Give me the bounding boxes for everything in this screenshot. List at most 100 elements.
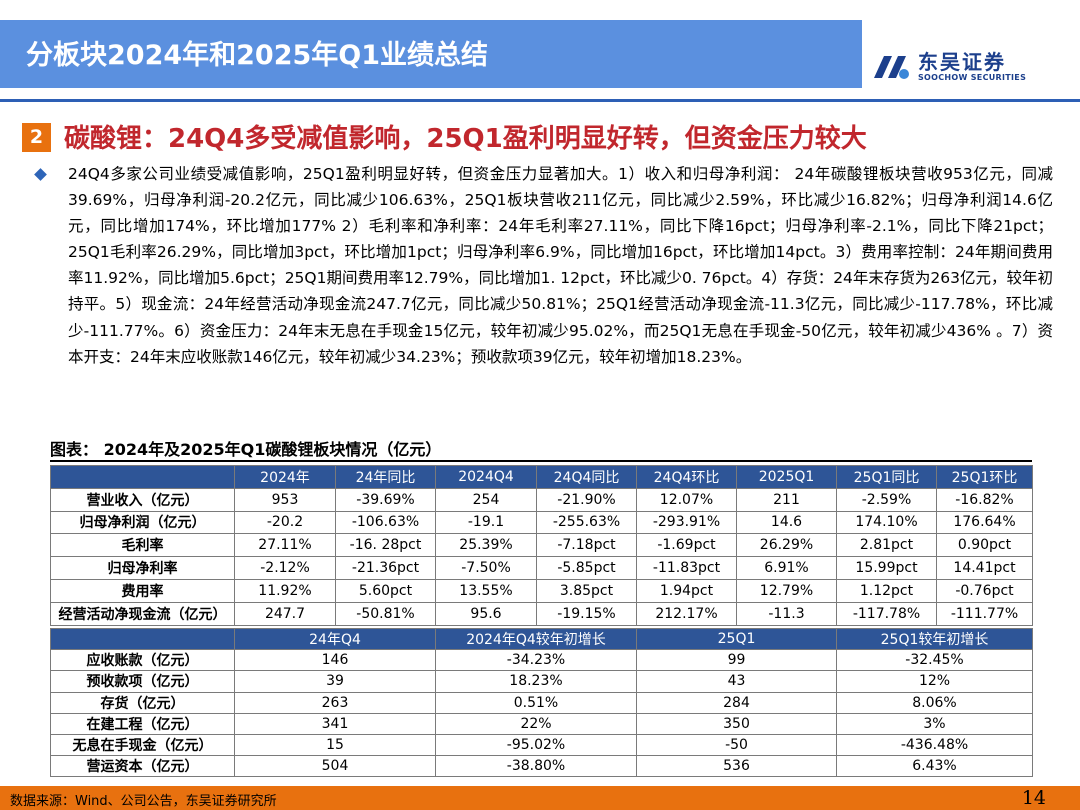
perf-header-row: 2024年 24年同比 2024Q4 24Q4同比 24Q4环比 2025Q1 25Q1同比… bbox=[50, 465, 1033, 489]
table-cell: 15.99pct bbox=[836, 556, 937, 580]
table-cell: -5.85pct bbox=[536, 556, 637, 580]
perf-header-cell bbox=[50, 465, 235, 489]
table-cell: 211 bbox=[736, 487, 837, 512]
table-cell: -95.02% bbox=[435, 733, 637, 757]
table-cell: 536 bbox=[636, 755, 837, 778]
summary-paragraph: 24Q4多家公司业绩受减值影响，25Q1盈利明显好转，但资金压力显著加大。1）收… bbox=[68, 161, 1053, 370]
table-cell: 1.94pct bbox=[636, 578, 737, 603]
table-cell: -19.15% bbox=[536, 601, 637, 626]
table-cell: 14.41pct bbox=[936, 556, 1033, 580]
table-cell: -11.3 bbox=[736, 601, 837, 626]
perf-header-cell: 24Q4同比 bbox=[536, 465, 637, 489]
table-cell: 5.60pct bbox=[335, 578, 436, 603]
table-cell: 504 bbox=[234, 755, 436, 778]
table-cell: -16.82% bbox=[936, 487, 1033, 512]
bal-header-cell: 25Q1 bbox=[636, 627, 837, 651]
table-cell: 350 bbox=[636, 712, 837, 735]
row-label: 归母净利率 bbox=[50, 556, 235, 580]
page-title: 分板块2024年和2025年Q1业绩总结 bbox=[26, 40, 489, 71]
table-caption: 图表： 2024年及2025年Q1碳酸锂板块情况（亿元） bbox=[50, 440, 442, 459]
perf-header-cell: 24年同比 bbox=[335, 465, 436, 489]
table-cell: 43 bbox=[636, 670, 837, 693]
table-row: 营业收入（亿元） 953 -39.69% 254 -21.90% 12.07% 211 -2.… bbox=[50, 487, 1033, 512]
table-row: 费用率 11.92% 5.60pct 13.55% 3.85pct 1.94pct 12.7… bbox=[50, 578, 1033, 603]
table-cell: 39 bbox=[234, 670, 436, 693]
table-cell: -32.45% bbox=[836, 649, 1033, 672]
table-row: 归母净利润（亿元） -20.2 -106.63% -19.1 -255.63% -293.… bbox=[50, 510, 1033, 535]
table-cell: -255.63% bbox=[536, 510, 637, 535]
table-row: 经营活动净现金流（亿元） 247.7 -50.81% 95.6 -19.15% 212.1… bbox=[50, 601, 1033, 626]
perf-header-cell: 24Q4环比 bbox=[636, 465, 737, 489]
balance-table-header: 24年Q4 2024年Q4较年初增长 25Q1 25Q1较年初增长 bbox=[50, 627, 1033, 651]
row-label: 费用率 bbox=[50, 578, 235, 603]
table-cell: -111.77% bbox=[936, 601, 1033, 626]
table-cell: 18.23% bbox=[435, 670, 637, 693]
table-cell: 247.7 bbox=[234, 601, 336, 626]
table-cell: 99 bbox=[636, 649, 837, 672]
balance-table: 24年Q4 2024年Q4较年初增长 25Q1 25Q1较年初增长 应收账款（亿元） 1… bbox=[50, 627, 1033, 778]
table-cell: 212.17% bbox=[636, 601, 737, 626]
table-cell: -293.91% bbox=[636, 510, 737, 535]
table-cell: 22% bbox=[435, 712, 637, 735]
table-cell: 263 bbox=[234, 691, 436, 714]
table-cell: -436.48% bbox=[836, 733, 1033, 757]
table-cell: -1.69pct bbox=[636, 533, 737, 558]
table-cell: 3% bbox=[836, 712, 1033, 735]
table-cell: 8.06% bbox=[836, 691, 1033, 714]
table-cell: -7.18pct bbox=[536, 533, 637, 558]
table-row: 在建工程（亿元） 341 22% 350 3% bbox=[50, 712, 1033, 735]
row-label: 经营活动净现金流（亿元） bbox=[50, 601, 235, 626]
table-cell: 953 bbox=[234, 487, 336, 512]
table-row: 毛利率 27.11% -16. 28pct 25.39% -7.18pct -1.69pc… bbox=[50, 533, 1033, 558]
row-label: 存货（亿元） bbox=[50, 691, 235, 714]
summary-text: 24Q4多家公司业绩受减值影响，25Q1盈利明显好转，但资金压力显著加大。1）收… bbox=[68, 165, 1054, 366]
data-source-note: 数据来源：Wind、公司公告，东吴证券研究所 bbox=[10, 794, 277, 809]
table-row: 应收账款（亿元） 146 -34.23% 99 -32.45% bbox=[50, 649, 1033, 672]
table-cell: -39.69% bbox=[335, 487, 436, 512]
table-cell: 15 bbox=[234, 733, 436, 757]
table-cell: 1.12pct bbox=[836, 578, 937, 603]
balance-table-body: 应收账款（亿元） 146 -34.23% 99 -32.45% 预收款项（亿元） 39 18.… bbox=[50, 649, 1033, 778]
title-bar: 分板块2024年和2025年Q1业绩总结 bbox=[0, 20, 862, 88]
table-cell: -38.80% bbox=[435, 755, 637, 778]
table-cell: -11.83pct bbox=[636, 556, 737, 580]
perf-header-cell: 2024年 bbox=[234, 465, 336, 489]
performance-table-body: 营业收入（亿元） 953 -39.69% 254 -21.90% 12.07% 211 -2.… bbox=[50, 487, 1033, 626]
table-cell: -20.2 bbox=[234, 510, 336, 535]
performance-table-header: 2024年 24年同比 2024Q4 24Q4同比 24Q4环比 2025Q1 25Q1同比… bbox=[50, 465, 1033, 489]
table-cell: 176.64% bbox=[936, 510, 1033, 535]
table-cell: -21.90% bbox=[536, 487, 637, 512]
diamond-bullet-icon bbox=[34, 168, 47, 181]
perf-header-cell: 2025Q1 bbox=[736, 465, 837, 489]
section-title: 碳酸锂：24Q4多受减值影响，25Q1盈利明显好转，但资金压力较大 bbox=[64, 124, 867, 154]
perf-header-cell: 25Q1环比 bbox=[936, 465, 1033, 489]
table-row: 预收款项（亿元） 39 18.23% 43 12% bbox=[50, 670, 1033, 693]
footer-bar: 数据来源：Wind、公司公告，东吴证券研究所 14 bbox=[0, 786, 1080, 810]
row-label: 毛利率 bbox=[50, 533, 235, 558]
table-cell: -19.1 bbox=[435, 510, 537, 535]
bal-header-cell bbox=[50, 627, 235, 651]
table-cell: -0.76pct bbox=[936, 578, 1033, 603]
table-cell: -21.36pct bbox=[335, 556, 436, 580]
table-cell: 12.07% bbox=[636, 487, 737, 512]
table-cell: 11.92% bbox=[234, 578, 336, 603]
row-label: 归母净利润（亿元） bbox=[50, 510, 235, 535]
table-row: 归母净利率 -2.12% -21.36pct -7.50% -5.85pct -11.83… bbox=[50, 556, 1033, 580]
bal-header-cell: 24年Q4 bbox=[234, 627, 436, 651]
table-cell: 13.55% bbox=[435, 578, 537, 603]
table-cell: 12.79% bbox=[736, 578, 837, 603]
soochow-logo-icon bbox=[874, 56, 909, 79]
bal-header-cell: 25Q1较年初增长 bbox=[836, 627, 1033, 651]
table-cell: -2.59% bbox=[836, 487, 937, 512]
bal-header-cell: 2024年Q4较年初增长 bbox=[435, 627, 637, 651]
row-label: 无息在手现金（亿元） bbox=[50, 733, 235, 757]
logo-text-cn: 东吴证券 bbox=[918, 50, 1006, 74]
soochow-logo: 东吴证券 SOOCHOW SECURITIES bbox=[870, 44, 1070, 90]
performance-table: 2024年 24年同比 2024Q4 24Q4同比 24Q4环比 2025Q1 25Q1同比… bbox=[50, 465, 1033, 626]
table-cell: -2.12% bbox=[234, 556, 336, 580]
table-cell: -16. 28pct bbox=[335, 533, 436, 558]
table-row: 营运资本（亿元） 504 -38.80% 536 6.43% bbox=[50, 755, 1033, 778]
table-row: 存货（亿元） 263 0.51% 284 8.06% bbox=[50, 691, 1033, 714]
bal-header-row: 24年Q4 2024年Q4较年初增长 25Q1 25Q1较年初增长 bbox=[50, 627, 1033, 651]
caption-rule bbox=[50, 460, 1032, 462]
